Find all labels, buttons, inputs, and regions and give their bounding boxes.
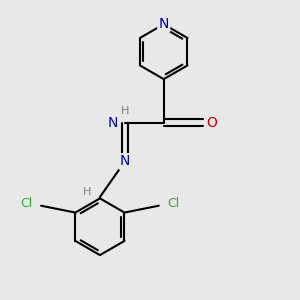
Text: N: N bbox=[158, 17, 169, 31]
Text: H: H bbox=[121, 106, 129, 116]
Text: Cl: Cl bbox=[167, 197, 179, 210]
Text: H: H bbox=[83, 188, 91, 197]
Text: Cl: Cl bbox=[21, 197, 33, 210]
Text: N: N bbox=[108, 116, 118, 130]
Text: O: O bbox=[206, 116, 217, 130]
Text: N: N bbox=[120, 154, 130, 168]
